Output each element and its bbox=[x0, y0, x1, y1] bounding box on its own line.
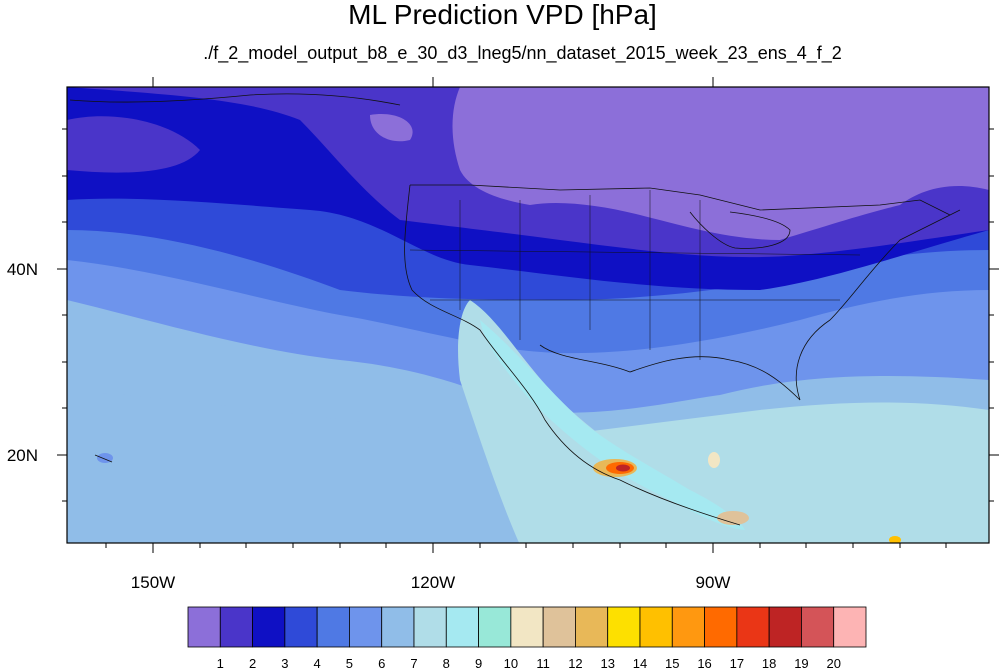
colorbar-label: 17 bbox=[730, 656, 744, 671]
colorbar-swatch bbox=[575, 606, 609, 648]
vpd-band-1-spot bbox=[370, 114, 413, 142]
colorbar-swatch bbox=[833, 606, 867, 648]
vpd-hotspot-south bbox=[717, 511, 749, 525]
great-lakes bbox=[689, 211, 791, 249]
colorbar-label: 16 bbox=[697, 656, 711, 671]
colorbar-swatch bbox=[445, 606, 479, 648]
colorbar-label: 11 bbox=[536, 656, 550, 671]
colorbar-swatch bbox=[413, 606, 447, 648]
map-subtitle: ./f_2_model_output_b8_e_30_d3_lneg5/nn_d… bbox=[203, 43, 842, 63]
lon-label-120w: 120W bbox=[411, 573, 455, 592]
colorbar-swatch bbox=[219, 606, 253, 648]
colorbar-label: 15 bbox=[665, 656, 679, 671]
vpd-band-8-mexico bbox=[458, 300, 767, 543]
colorbar-swatch bbox=[801, 606, 835, 648]
northern-border bbox=[410, 184, 951, 216]
colorbar-swatch bbox=[510, 606, 544, 648]
colorbar-swatch bbox=[284, 606, 318, 648]
vpd-hotspot-east bbox=[708, 452, 720, 468]
vpd-band-8 bbox=[520, 402, 989, 543]
colorbar-swatch bbox=[607, 606, 641, 648]
colorbar-label: 18 bbox=[762, 656, 776, 671]
colorbar-label: 2 bbox=[249, 656, 256, 671]
colorbar-label: 4 bbox=[314, 656, 321, 671]
state-lines bbox=[409, 190, 861, 360]
colorbar-swatch bbox=[252, 606, 286, 648]
colorbar-label: 8 bbox=[443, 656, 450, 671]
vpd-band-1 bbox=[452, 87, 989, 240]
map-title: ML Prediction VPD [hPa] bbox=[348, 0, 657, 30]
vpd-band-2-west bbox=[67, 116, 200, 173]
lon-label-150w: 150W bbox=[131, 573, 175, 592]
gulf-east-coast bbox=[539, 209, 961, 401]
colorbar: 1 2 3 4 5 6 7 8 9 10 11 12 13 14 15 16 17 18 19 20 bbox=[187, 606, 867, 671]
colorbar-swatch bbox=[349, 606, 383, 648]
lat-label-40n: 40N bbox=[7, 260, 38, 279]
colorbar-label: 14 bbox=[633, 656, 647, 671]
colorbar-label: 10 bbox=[504, 656, 518, 671]
colorbar-swatch bbox=[671, 606, 705, 648]
colorbar-label: 3 bbox=[281, 656, 288, 671]
colorbar-swatch bbox=[381, 606, 415, 648]
hawaii-outline bbox=[94, 454, 113, 463]
lon-label-90w: 90W bbox=[696, 573, 731, 592]
alaska-coast bbox=[69, 93, 401, 106]
colorbar-label: 19 bbox=[794, 656, 808, 671]
coastlines bbox=[69, 93, 961, 526]
colorbar-swatch bbox=[768, 606, 802, 648]
colorbar-swatch bbox=[704, 606, 738, 648]
colorbar-swatch bbox=[542, 606, 576, 648]
west-coast bbox=[404, 184, 741, 526]
vpd-field bbox=[67, 87, 989, 543]
vpd-band-7-south bbox=[67, 390, 519, 543]
axis-ticks bbox=[57, 77, 999, 553]
colorbar-swatch bbox=[316, 606, 350, 648]
vpd-band-9 bbox=[480, 320, 745, 530]
colorbar-label: 7 bbox=[410, 656, 417, 671]
colorbar-label: 20 bbox=[826, 656, 840, 671]
vpd-hotspot-corner bbox=[889, 536, 901, 543]
colorbar-label: 13 bbox=[600, 656, 614, 671]
colorbar-swatch bbox=[736, 606, 770, 648]
colorbar-swatch bbox=[639, 606, 673, 648]
colorbar-label: 6 bbox=[378, 656, 385, 671]
colorbar-label: 1 bbox=[217, 656, 224, 671]
lat-label-20n: 20N bbox=[7, 446, 38, 465]
colorbar-swatch bbox=[478, 606, 512, 648]
colorbar-label: 5 bbox=[346, 656, 353, 671]
colorbar-swatch bbox=[187, 606, 221, 648]
vpd-hotspot-core bbox=[616, 464, 630, 472]
colorbar-label: 9 bbox=[475, 656, 482, 671]
colorbar-label: 12 bbox=[568, 656, 582, 671]
